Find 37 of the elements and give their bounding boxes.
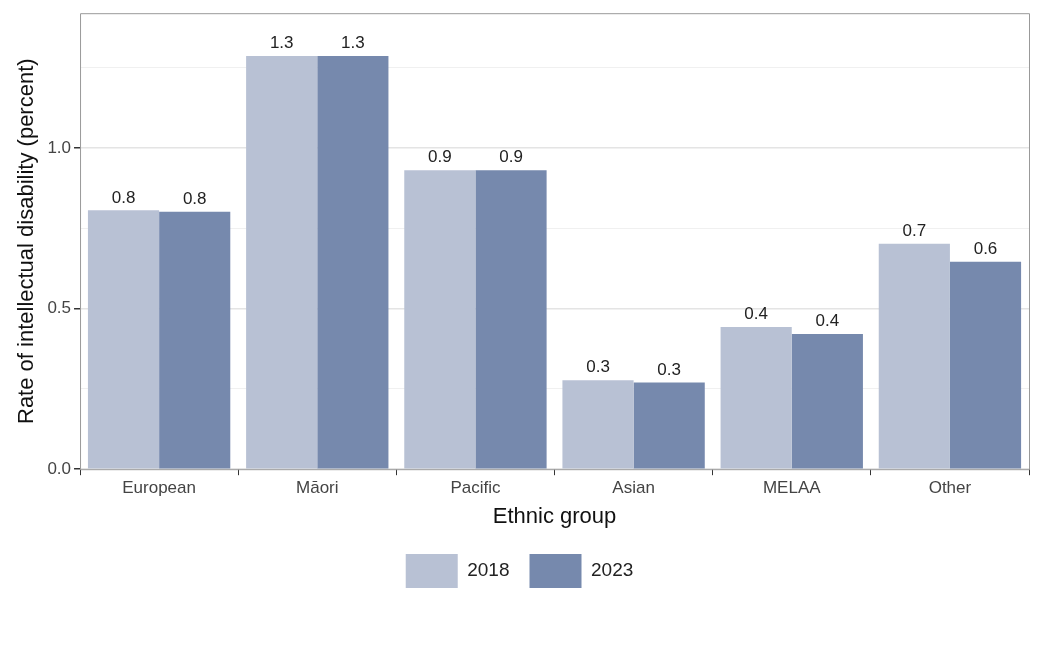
data-label: 0.9 — [428, 147, 452, 167]
data-label: 0.6 — [973, 238, 998, 258]
legend-label: 2023 — [591, 559, 634, 581]
data-label: 0.3 — [657, 359, 681, 379]
x-tick-label: European — [122, 478, 196, 498]
bar — [878, 243, 950, 469]
bar — [317, 55, 389, 469]
x-tick-label: Pacific — [450, 478, 501, 498]
data-label: 1.3 — [341, 33, 365, 53]
y-tick-label: 1.0 — [47, 137, 72, 157]
bar — [246, 55, 318, 469]
data-label: 0.8 — [182, 188, 207, 208]
legend-label: 2018 — [467, 559, 510, 581]
bar — [475, 170, 547, 469]
data-label: 1.3 — [269, 33, 294, 53]
data-label: 0.3 — [586, 357, 610, 377]
y-tick-label: 0.0 — [47, 458, 72, 478]
x-tick-label: Other — [928, 478, 972, 498]
data-label: 0.8 — [111, 187, 136, 207]
bar — [791, 334, 863, 469]
data-label: 0.7 — [902, 220, 927, 240]
x-tick-label: Māori — [296, 478, 339, 498]
y-tick-label: 0.5 — [47, 298, 72, 318]
data-label: 0.4 — [744, 304, 768, 324]
bar — [720, 326, 792, 469]
data-label: 0.4 — [815, 311, 840, 331]
bar — [87, 210, 160, 469]
x-tick-label: MELAA — [762, 478, 822, 498]
bar — [633, 382, 705, 469]
bar — [404, 170, 476, 469]
x-axis-title: Ethnic group — [492, 502, 617, 528]
bar — [562, 380, 634, 469]
bar — [159, 211, 231, 469]
y-axis-title: Rate of intellectual disability (percent) — [13, 58, 39, 425]
bar — [949, 261, 1022, 469]
data-label: 0.9 — [499, 147, 523, 167]
x-tick-label: Asian — [612, 478, 655, 498]
